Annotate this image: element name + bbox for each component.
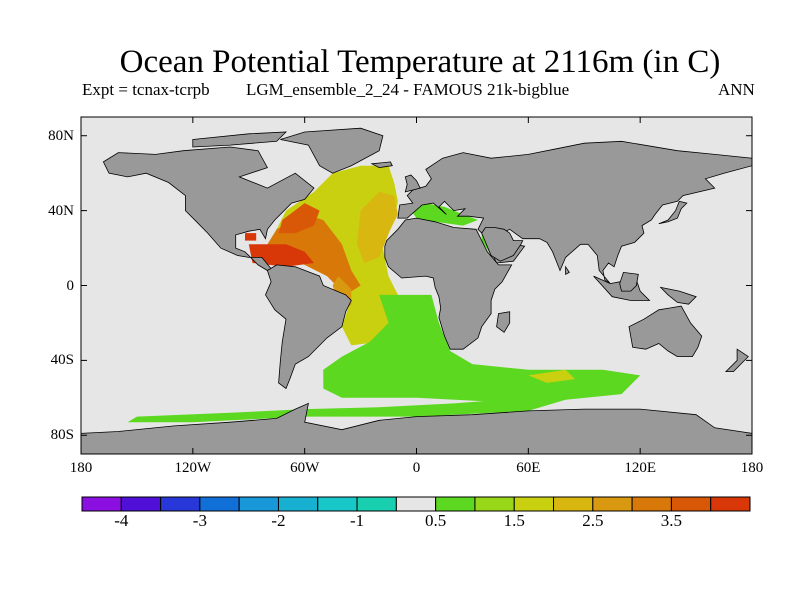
latitude-label: 80N: [48, 127, 74, 144]
landmass: [565, 265, 570, 275]
longitude-label: 60W: [290, 460, 320, 476]
longitude-label: 120W: [174, 460, 212, 476]
longitude-label: 180: [740, 460, 764, 476]
anomaly-region: [127, 394, 585, 423]
latitude-label: 0: [66, 277, 75, 294]
color-legend-label: 2.5: [582, 511, 604, 530]
color-legend-label: -2: [271, 511, 286, 530]
longitude-label: 0: [412, 460, 421, 476]
color-legend-label: -1: [349, 511, 365, 530]
latitude-label: 80S: [50, 427, 74, 444]
anomaly-fill-layer: [127, 165, 641, 423]
landmass: [102, 146, 315, 271]
anomaly-region: [528, 369, 575, 383]
landmass: [80, 402, 753, 455]
landmass: [659, 286, 697, 305]
color-legend-swatch: [120, 496, 162, 512]
temperature-map: [80, 116, 753, 455]
color-legend-label: -4: [114, 511, 129, 530]
color-legend-swatch: [670, 496, 712, 512]
anomaly-region: [267, 214, 361, 295]
color-legend-label: -3: [192, 511, 207, 530]
color-legend-label: 0.5: [425, 511, 447, 530]
color-legend-swatch: [395, 496, 437, 512]
color-legend-swatch: [474, 496, 515, 512]
longitude-label: 180: [69, 460, 93, 476]
anomaly-region: [278, 203, 320, 234]
color-legend-label: 3.5: [660, 511, 683, 530]
experiment-label: Expt = tcnax-tcrpb: [82, 80, 210, 99]
color-legend-swatch: [238, 496, 279, 512]
longitude-label: 60E: [516, 460, 541, 476]
color-legend-swatch: [553, 496, 594, 512]
color-legend-swatch: [277, 496, 319, 512]
landmass: [658, 200, 688, 225]
color-legend-swatch: [435, 496, 476, 512]
color-legend-label: 1.5: [503, 511, 525, 530]
season-label: ANN: [718, 80, 755, 99]
color-legend-swatch: [199, 496, 240, 512]
landmass: [481, 227, 524, 262]
anomaly-region: [356, 191, 398, 263]
landmass: [496, 311, 511, 333]
map-ticks: [80, 117, 753, 454]
landmass: [384, 217, 513, 350]
color-legend-swatch: [513, 496, 555, 512]
latitude-label: 40S: [50, 352, 74, 369]
anomaly-region: [245, 233, 257, 241]
color-legend-swatch: [160, 496, 201, 512]
landmass: [280, 127, 384, 174]
color-legend-swatch: [356, 496, 397, 512]
color-legend-swatch: [631, 496, 672, 512]
longitude-label: 120E: [624, 460, 656, 476]
landmass: [628, 305, 703, 358]
color-legend-swatch: [710, 496, 751, 512]
landmass: [404, 174, 421, 193]
latitude-label: 40N: [48, 202, 74, 219]
ensemble-label: LGM_ensemble_2_24 - FAMOUS 21k-bigblue: [246, 80, 570, 99]
anomaly-region: [407, 203, 478, 226]
map-title: Ocean Potential Temperature at 2116m (in…: [119, 44, 721, 80]
landmass: [619, 271, 639, 292]
landmass: [265, 264, 352, 390]
landmass: [397, 140, 753, 284]
landmass: [192, 131, 288, 148]
land-layer: [80, 127, 753, 455]
color-legend-swatch: [81, 496, 122, 512]
color-legend-swatch: [592, 496, 633, 512]
landmass: [370, 161, 393, 169]
color-legend-swatch: [317, 496, 358, 512]
landmass: [724, 348, 749, 373]
